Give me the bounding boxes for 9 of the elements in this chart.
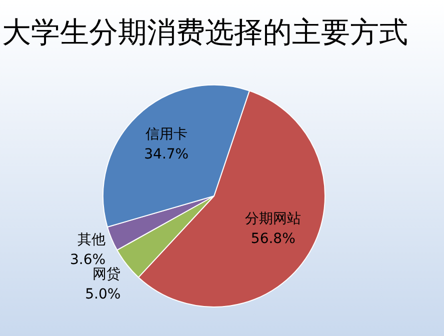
data-label: 56.8% xyxy=(250,231,296,248)
data-label: 5.0% xyxy=(85,286,121,303)
slice-label: 其他 xyxy=(78,232,106,248)
data-label: 34.7% xyxy=(144,146,189,162)
chart-title: 大学生分期消费选择的主要方式 xyxy=(2,15,408,49)
slice-label: 信用卡 xyxy=(145,126,188,142)
slice-label: 分期网站 xyxy=(245,211,302,228)
data-label: 3.6% xyxy=(70,252,106,268)
slice-label: 网贷 xyxy=(92,266,121,283)
